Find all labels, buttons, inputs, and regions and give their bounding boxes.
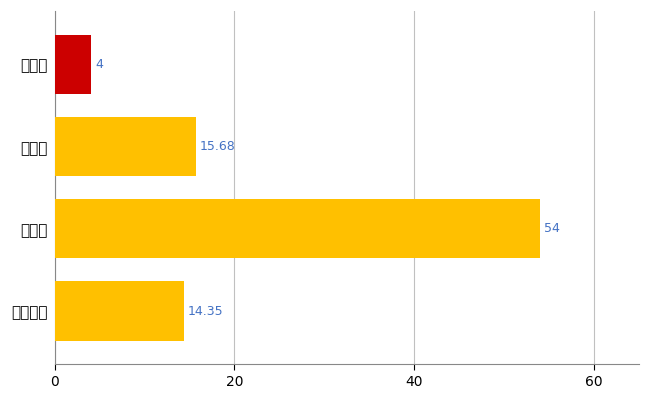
Bar bbox=[55, 282, 183, 341]
Text: 4: 4 bbox=[95, 58, 103, 71]
Bar bbox=[55, 117, 196, 176]
Text: 15.68: 15.68 bbox=[200, 140, 236, 153]
Text: 54: 54 bbox=[545, 222, 560, 235]
Bar bbox=[55, 199, 540, 258]
Bar bbox=[55, 35, 90, 94]
Text: 14.35: 14.35 bbox=[188, 304, 224, 318]
